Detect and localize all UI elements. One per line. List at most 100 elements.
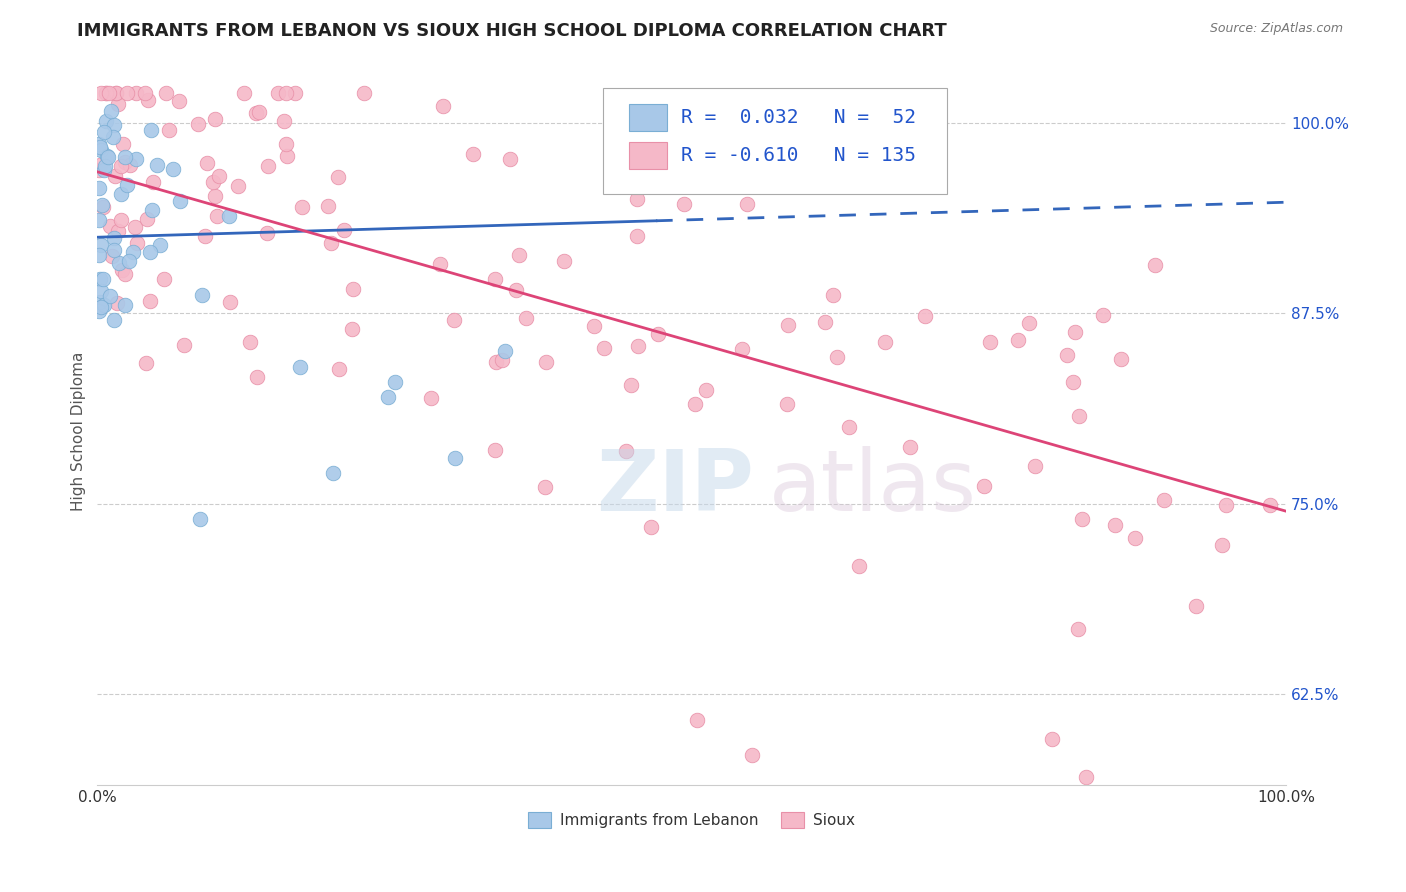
- Point: [103, 130, 125, 145]
- Point: [484, 272, 506, 286]
- Point: [284, 86, 307, 100]
- Point: [90, 284, 112, 298]
- Point: [1040, 732, 1063, 747]
- Point: [93, 163, 115, 178]
- Point: [162, 161, 184, 176]
- Point: [87, 137, 110, 152]
- Point: [342, 282, 364, 296]
- Point: [686, 713, 709, 727]
- Point: [1185, 599, 1208, 614]
- Point: [108, 256, 131, 270]
- Point: [89, 272, 111, 286]
- Point: [898, 441, 921, 455]
- Point: [443, 450, 465, 465]
- Point: [582, 319, 605, 334]
- Point: [94, 159, 117, 173]
- Point: [139, 244, 162, 259]
- Point: [1109, 351, 1132, 366]
- Point: [461, 146, 484, 161]
- Point: [443, 312, 465, 326]
- Point: [534, 480, 557, 494]
- Point: [873, 335, 896, 350]
- Point: [776, 318, 799, 333]
- Point: [318, 199, 340, 213]
- Point: [1144, 258, 1167, 272]
- Point: [115, 86, 138, 100]
- Point: [114, 155, 136, 169]
- Point: [821, 288, 844, 302]
- Point: [1211, 538, 1233, 552]
- Text: R =  0.032   N =  52: R = 0.032 N = 52: [681, 108, 915, 128]
- Point: [1018, 316, 1040, 330]
- Point: [290, 359, 312, 374]
- Point: [94, 86, 117, 100]
- Point: [204, 112, 226, 126]
- Point: [1104, 517, 1126, 532]
- Point: [153, 272, 176, 286]
- Point: [111, 136, 134, 151]
- Point: [138, 293, 160, 308]
- Point: [626, 192, 648, 206]
- Point: [432, 99, 454, 113]
- Point: [89, 158, 111, 172]
- Point: [1007, 334, 1029, 348]
- Point: [104, 86, 127, 100]
- Point: [191, 288, 214, 302]
- Point: [90, 237, 112, 252]
- Point: [149, 238, 172, 252]
- Point: [93, 125, 115, 139]
- Point: [187, 117, 209, 131]
- Point: [825, 350, 848, 364]
- Point: [730, 342, 752, 356]
- Point: [627, 339, 650, 353]
- Point: [142, 176, 165, 190]
- Point: [114, 150, 136, 164]
- Point: [914, 309, 936, 323]
- Point: [90, 301, 112, 315]
- Point: [96, 86, 118, 100]
- FancyBboxPatch shape: [603, 88, 948, 194]
- Point: [276, 148, 298, 162]
- Point: [195, 156, 218, 170]
- Point: [219, 295, 242, 310]
- Point: [100, 103, 122, 118]
- Point: [188, 512, 211, 526]
- Point: [204, 189, 226, 203]
- Point: [167, 95, 190, 109]
- Point: [155, 86, 177, 100]
- Point: [499, 152, 522, 166]
- Point: [553, 254, 575, 268]
- Text: R = -0.610   N = 135: R = -0.610 N = 135: [681, 145, 915, 165]
- Point: [491, 352, 513, 367]
- Point: [169, 194, 191, 209]
- Point: [218, 209, 240, 223]
- Point: [1024, 459, 1046, 474]
- Point: [276, 136, 298, 151]
- Point: [1123, 532, 1146, 546]
- Point: [256, 159, 278, 173]
- Point: [1067, 622, 1090, 636]
- Point: [89, 140, 111, 154]
- Point: [377, 390, 399, 404]
- Point: [94, 113, 117, 128]
- Point: [134, 86, 156, 100]
- Point: [93, 298, 115, 312]
- Point: [141, 202, 163, 217]
- Text: Source: ZipAtlas.com: Source: ZipAtlas.com: [1209, 22, 1343, 36]
- Point: [1071, 512, 1094, 526]
- Point: [226, 179, 249, 194]
- Point: [232, 86, 254, 100]
- Point: [776, 397, 799, 411]
- Point: [122, 244, 145, 259]
- Point: [115, 178, 138, 193]
- Point: [138, 93, 160, 107]
- Point: [290, 200, 312, 214]
- Point: [107, 224, 129, 238]
- Point: [848, 559, 870, 574]
- Point: [118, 158, 141, 172]
- Point: [110, 212, 132, 227]
- Point: [741, 747, 763, 762]
- Point: [90, 143, 112, 157]
- Point: [796, 178, 818, 193]
- Point: [494, 344, 516, 359]
